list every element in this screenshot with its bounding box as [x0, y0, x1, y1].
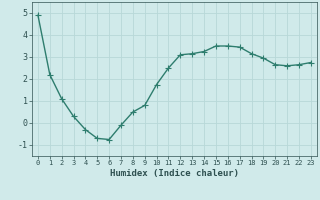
X-axis label: Humidex (Indice chaleur): Humidex (Indice chaleur): [110, 169, 239, 178]
